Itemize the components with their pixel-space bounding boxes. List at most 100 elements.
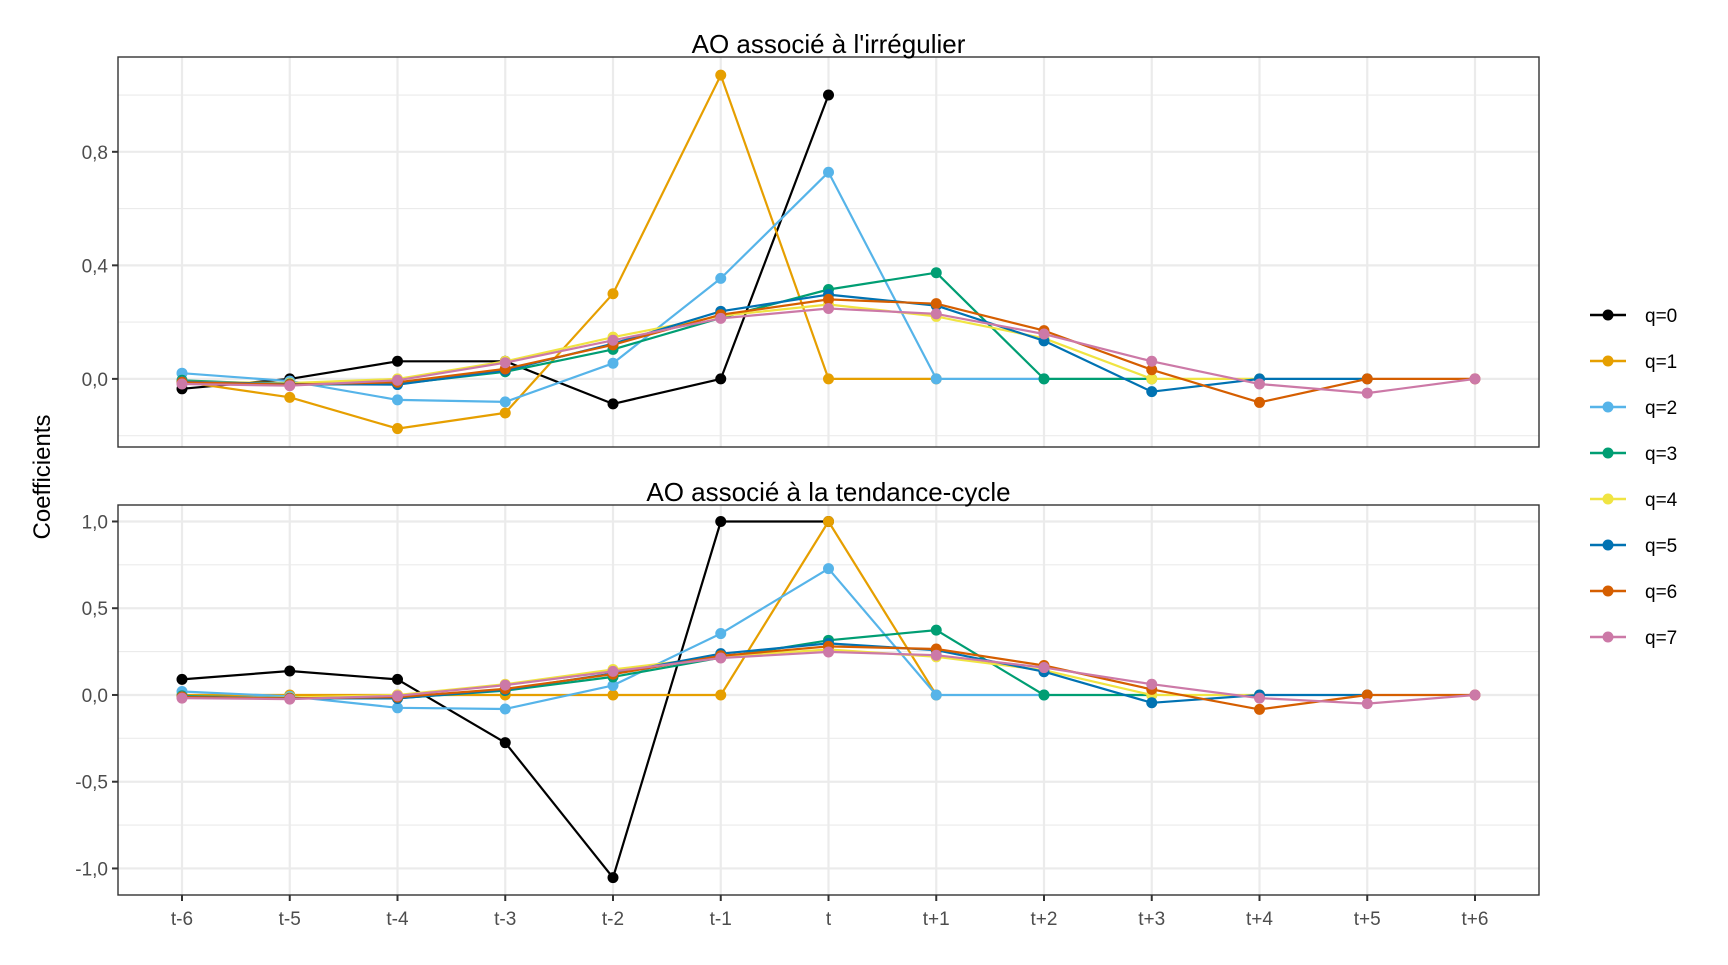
legend-point-key bbox=[1602, 355, 1614, 367]
data-point bbox=[392, 394, 403, 406]
x-tick-label: t-2 bbox=[602, 909, 624, 930]
y-tick-label: -1,0 bbox=[75, 859, 108, 880]
x-tick-label: t-6 bbox=[171, 909, 193, 930]
legend-label: q=2 bbox=[1645, 398, 1677, 419]
legend-item: q=0 bbox=[1590, 306, 1677, 327]
data-point bbox=[607, 872, 619, 884]
data-point bbox=[392, 690, 403, 702]
data-point bbox=[176, 692, 188, 704]
series-q-7 bbox=[176, 302, 1481, 399]
data-point bbox=[176, 673, 188, 685]
y-axis-title: Coefficients bbox=[29, 415, 56, 540]
series-q-7 bbox=[176, 646, 1481, 710]
data-point bbox=[1146, 697, 1158, 709]
data-point bbox=[823, 89, 834, 101]
legend-point-key bbox=[1602, 447, 1614, 459]
data-point bbox=[607, 398, 619, 410]
data-point bbox=[1254, 703, 1265, 715]
data-point bbox=[1361, 698, 1373, 710]
y-tick-label: 0,5 bbox=[82, 599, 108, 620]
data-point bbox=[715, 515, 727, 527]
legend-item: q=6 bbox=[1590, 582, 1677, 603]
legend-point-key bbox=[1602, 585, 1614, 597]
data-point bbox=[392, 374, 403, 386]
data-point bbox=[499, 679, 511, 691]
data-point bbox=[715, 272, 727, 284]
series-line bbox=[182, 520, 938, 697]
data-point bbox=[823, 302, 834, 314]
data-point bbox=[1254, 396, 1265, 408]
data-point bbox=[1146, 386, 1158, 398]
data-point bbox=[392, 702, 403, 714]
x-tick-label: t+2 bbox=[1031, 909, 1058, 930]
data-point bbox=[1469, 689, 1481, 701]
panel-title: AO associé à la tendance-cycle bbox=[646, 477, 1010, 507]
legend-label: q=4 bbox=[1645, 490, 1678, 511]
data-point bbox=[715, 373, 727, 385]
legend-point-key bbox=[1602, 401, 1614, 413]
data-point bbox=[1038, 328, 1050, 340]
data-point bbox=[823, 166, 834, 178]
panel-title: AO associé à l'irrégulier bbox=[692, 29, 966, 59]
data-point bbox=[930, 267, 942, 279]
data-point bbox=[930, 624, 942, 636]
data-point bbox=[499, 737, 511, 749]
data-point bbox=[607, 334, 619, 346]
data-point bbox=[392, 355, 403, 367]
x-tick-label: t+3 bbox=[1138, 909, 1165, 930]
x-tick-label: t-1 bbox=[710, 909, 732, 930]
data-point bbox=[499, 357, 511, 369]
legend-label: q=3 bbox=[1645, 444, 1677, 465]
data-point bbox=[1361, 373, 1373, 385]
x-tick-label: t-5 bbox=[279, 909, 301, 930]
legend-point-key bbox=[1602, 493, 1614, 505]
data-point bbox=[392, 673, 403, 685]
data-point bbox=[284, 380, 296, 392]
legend-item: q=4 bbox=[1590, 490, 1678, 511]
series-line bbox=[181, 293, 1368, 393]
data-point bbox=[930, 649, 942, 661]
data-point bbox=[1361, 689, 1373, 701]
data-point bbox=[715, 69, 727, 81]
data-point bbox=[392, 423, 403, 435]
data-point bbox=[1038, 373, 1050, 385]
data-point bbox=[1469, 373, 1481, 385]
data-point bbox=[176, 378, 188, 390]
legend: q=0 q=1 q=2 q=3 q=4 q=5 q=6 q=7 bbox=[1590, 306, 1678, 649]
y-tick-label: 1,0 bbox=[82, 512, 108, 533]
data-point bbox=[1254, 692, 1265, 704]
data-point bbox=[284, 693, 296, 705]
data-point bbox=[1361, 387, 1373, 399]
data-point bbox=[823, 646, 834, 658]
y-tick-label: 0,0 bbox=[82, 370, 108, 391]
x-tick-label: t bbox=[826, 909, 832, 930]
x-tick-label: t-3 bbox=[494, 909, 516, 930]
data-point bbox=[284, 391, 296, 403]
data-point bbox=[607, 689, 619, 701]
x-tick-label: t+1 bbox=[923, 909, 950, 930]
data-point bbox=[1038, 662, 1050, 674]
series-line bbox=[181, 74, 937, 430]
legend-label: q=0 bbox=[1645, 306, 1677, 327]
data-point bbox=[499, 396, 511, 408]
legend-item: q=2 bbox=[1590, 398, 1677, 419]
data-point bbox=[715, 652, 727, 664]
x-tick-label: t+6 bbox=[1462, 909, 1489, 930]
legend-item: q=7 bbox=[1590, 628, 1677, 649]
legend-label: q=1 bbox=[1645, 352, 1677, 373]
data-point bbox=[930, 308, 942, 320]
data-point bbox=[1146, 678, 1158, 690]
data-point bbox=[1038, 689, 1050, 701]
data-point bbox=[284, 665, 296, 677]
legend-label: q=6 bbox=[1645, 582, 1677, 603]
x-axis: t-6 t-5 t-4 t-3 t-2 t-1 t t+1 t+2 t+3 t+4 t+5 t+6 bbox=[171, 895, 1489, 930]
data-point bbox=[499, 703, 511, 715]
data-point bbox=[607, 679, 619, 691]
panel-border bbox=[117, 56, 1540, 448]
data-point bbox=[607, 665, 619, 677]
data-point bbox=[499, 407, 511, 419]
data-point bbox=[607, 357, 619, 369]
data-point bbox=[930, 298, 942, 310]
